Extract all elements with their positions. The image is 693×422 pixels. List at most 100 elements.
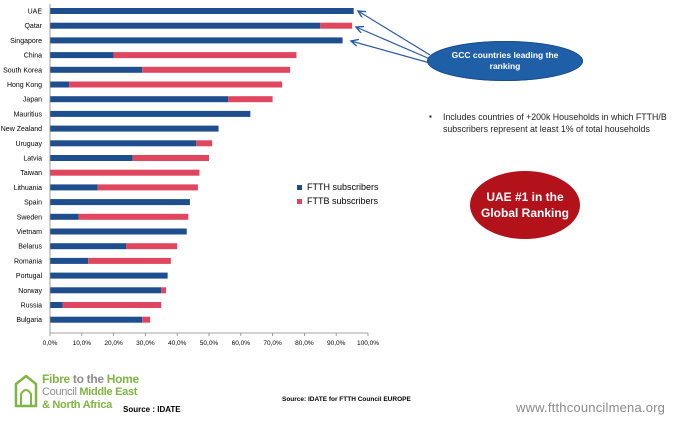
- bar-fttb-russia: [62, 302, 162, 308]
- legend-swatch-ftth: [297, 184, 302, 190]
- category-label: Lithuania: [14, 185, 43, 192]
- bars-group: [50, 8, 354, 323]
- bar-ftth-china: [50, 52, 114, 59]
- legend-label-fttb: FTTB subscribers: [307, 196, 379, 206]
- bar-fttb-japan: [228, 96, 273, 103]
- bar-ftth-singapore: [50, 37, 343, 44]
- bar-ftth-belarus: [50, 243, 127, 250]
- note-bullet-icon: ▪: [429, 112, 432, 121]
- gcc-callout: GCC countries leading the ranking: [427, 41, 583, 81]
- logo-line-1: Fibre to the Home: [42, 372, 139, 386]
- bar-ftth-spain: [50, 199, 190, 206]
- house-logo-icon: [14, 374, 38, 408]
- bar-ftth-qatar: [50, 22, 321, 29]
- category-label: Russia: [21, 303, 43, 310]
- bar-ftth-mauritius: [50, 110, 251, 117]
- x-tick-label: 10,0%: [73, 340, 92, 347]
- bar-ftth-hong-kong: [50, 81, 70, 88]
- category-label: Belarus: [18, 244, 42, 251]
- category-label: Uruguay: [16, 141, 43, 148]
- bar-fttb-uruguay: [196, 140, 213, 147]
- website-url: www.ftthcouncilmena.org: [516, 400, 666, 415]
- logo-text-council: Council: [42, 386, 80, 398]
- bar-fttb-taiwan: [50, 169, 200, 176]
- x-tick-label: 20,0%: [104, 340, 123, 347]
- category-label: Spain: [24, 200, 42, 207]
- bar-ftth-russia: [50, 302, 63, 308]
- bar-ftth-new-zealand: [50, 125, 219, 132]
- bar-ftth-uruguay: [50, 140, 197, 147]
- x-axis: 0,0% 10,0% 20,0% 30,0% 40,0% 50,0% 60,0% 70,0% 8…: [43, 4, 379, 347]
- category-label: New Zealand: [1, 126, 42, 133]
- legend-swatch-fttb: [297, 198, 302, 204]
- bar-ftth-romania: [50, 257, 89, 264]
- category-label: Vietnam: [16, 229, 42, 236]
- x-tick-label: 30,0%: [136, 340, 155, 347]
- category-label: China: [24, 53, 42, 60]
- x-tick-label: 40,0%: [168, 340, 187, 347]
- category-label: Latvia: [23, 156, 42, 163]
- logo-text-home: Home: [106, 372, 139, 386]
- bar-fttb-sweden: [78, 213, 189, 220]
- bar-ftth-bulgaria: [50, 316, 143, 323]
- logo-text-middle-east: Middle East: [79, 386, 138, 398]
- category-label: Sweden: [17, 214, 42, 221]
- bar-fttb-romania: [88, 257, 171, 264]
- category-label: Singapore: [10, 38, 42, 45]
- inclusion-note: ▪ Includes countries of +200k Households…: [429, 111, 684, 135]
- uae-rank-badge-text: UAE #1 in the Global Ranking: [480, 190, 569, 220]
- uae-rank-badge: UAE #1 in the Global Ranking: [470, 171, 580, 239]
- bar-fttb-hong-kong: [69, 81, 283, 88]
- bar-fttb-china: [113, 52, 297, 59]
- bar-ftth-portugal: [50, 272, 168, 279]
- inclusion-note-text: Includes countries of +200k Households i…: [443, 112, 667, 134]
- callout-arrows: [351, 11, 431, 64]
- bar-ftth-japan: [50, 96, 229, 103]
- category-label: Mauritius: [14, 111, 43, 118]
- x-tick-label: 0,0%: [43, 340, 58, 347]
- x-tick-label: 90,0%: [327, 340, 346, 347]
- x-tick-label: 100,0%: [357, 340, 379, 347]
- legend-item-ftth: FTTH subscribers: [297, 180, 379, 194]
- category-label: Hong Kong: [7, 82, 42, 89]
- category-labels: UAE Qatar Singapore China South Korea Hong Ko…: [1, 9, 43, 325]
- arrow-to-uae: [358, 11, 431, 56]
- arrow-to-qatar: [356, 27, 431, 60]
- arrow-to-singapore: [351, 41, 431, 64]
- bar-ftth-uae: [50, 8, 354, 14]
- source-ftth-europe: Source: IDATE for FTTH Council EUROPE: [282, 396, 411, 403]
- category-label: Romania: [14, 258, 42, 265]
- logo-text-fibre: Fibre: [42, 372, 70, 386]
- bar-ftth-south-korea: [50, 66, 143, 73]
- x-tick-label: 80,0%: [295, 340, 314, 347]
- bar-fttb-south-korea: [142, 66, 291, 73]
- category-label: Portugal: [16, 273, 43, 280]
- category-label: Qatar: [24, 23, 42, 30]
- logo-text-to-the: to the: [69, 372, 107, 386]
- bar-ftth-lithuania: [50, 184, 98, 191]
- chart-legend: FTTH subscribers FTTB subscribers: [297, 180, 379, 208]
- category-label: Norway: [18, 288, 42, 295]
- x-tick-label: 70,0%: [263, 340, 282, 347]
- legend-label-ftth: FTTH subscribers: [307, 182, 379, 192]
- x-tick-label: 50,0%: [200, 340, 219, 347]
- bar-fttb-bulgaria: [142, 316, 151, 323]
- logo-line-3: & North Africa: [42, 399, 112, 411]
- category-label: UAE: [28, 9, 43, 16]
- bar-fttb-latvia: [132, 155, 209, 161]
- ftth-council-logo: Fibre to the Home Council Middle East & …: [14, 370, 184, 416]
- category-label: Taiwan: [20, 170, 42, 177]
- legend-item-fttb: FTTB subscribers: [297, 194, 379, 208]
- bar-ftth-latvia: [50, 155, 133, 161]
- x-tick-label: 60,0%: [232, 340, 251, 347]
- bar-fttb-qatar: [320, 22, 353, 29]
- bar-fttb-norway: [161, 287, 167, 294]
- bar-fttb-belarus: [126, 243, 178, 250]
- category-label: Bulgaria: [16, 317, 42, 324]
- category-label: Japan: [23, 97, 42, 104]
- bar-fttb-lithuania: [97, 184, 198, 191]
- gcc-callout-text: GCC countries leading the ranking: [451, 50, 559, 71]
- source-idate: Source : IDATE: [123, 405, 181, 414]
- logo-line-2: Council Middle East: [42, 386, 137, 398]
